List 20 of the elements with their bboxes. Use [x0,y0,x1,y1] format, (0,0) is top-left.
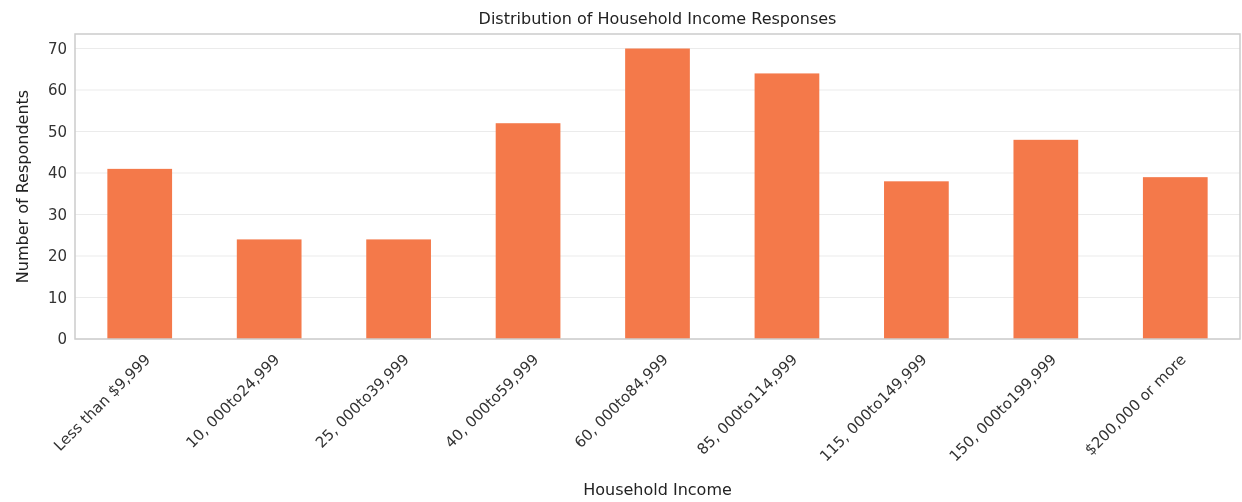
bar [625,48,690,339]
y-tick-label: 60 [47,81,67,100]
x-axis-title: Household Income [583,480,732,499]
y-tick-label: 20 [47,247,67,266]
y-tick-label: 50 [47,122,67,141]
y-tick-label: 70 [47,39,67,58]
y-tick-label: 40 [47,164,67,183]
y-tick-label: 0 [57,330,67,349]
bar [884,181,949,339]
bar [1013,139,1079,339]
bar [495,123,561,339]
chart-title: Distribution of Household Income Responses [478,9,837,28]
bar [107,168,173,339]
y-tick-label: 30 [47,205,67,224]
y-axis-title: Number of Respondents [13,89,32,284]
bar [1142,177,1208,339]
y-tick-label: 10 [47,288,67,307]
bar [366,239,431,339]
bar [236,239,302,339]
bar [754,73,820,339]
